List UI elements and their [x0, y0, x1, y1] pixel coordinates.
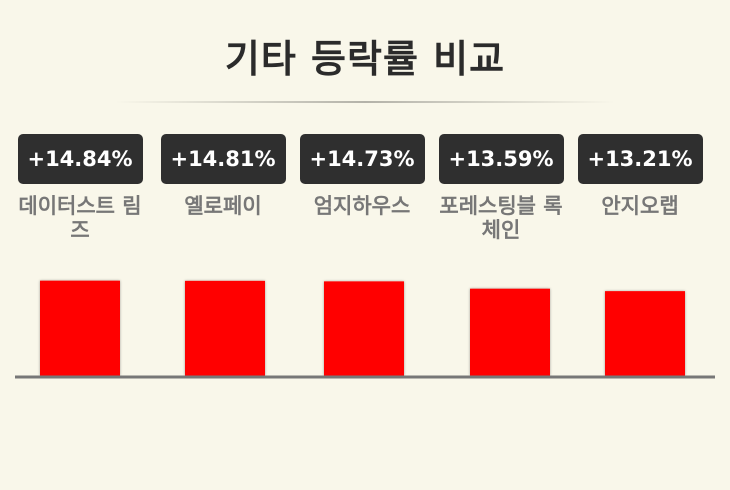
category-column: +14.81% 옐로페이	[158, 134, 288, 218]
category-column: +14.84% 데이터스트 림즈	[15, 134, 145, 242]
category-column: +13.21% 안지오랩	[575, 134, 705, 218]
bar-2	[324, 281, 404, 376]
value-badge: +13.21%	[577, 134, 703, 184]
category-label: 포레스팅블 록체인	[439, 194, 563, 242]
category-column: +14.73% 엄지하우스	[297, 134, 427, 218]
category-column: +13.59% 포레스팅블 록체인	[436, 134, 566, 242]
chart-title: 기타 등락률 비교	[224, 37, 506, 81]
bar-1	[185, 280, 265, 376]
value-badge: +13.59%	[438, 134, 564, 184]
bar-4	[605, 291, 685, 376]
category-label: 엄지하우스	[313, 194, 411, 218]
value-badge: +14.73%	[299, 134, 425, 184]
category-label: 옐로페이	[184, 194, 262, 218]
value-badge: +14.81%	[160, 134, 286, 184]
category-label: 데이터스트 림즈	[18, 194, 142, 242]
category-label: 안지오랩	[601, 194, 679, 218]
bar-3	[470, 288, 550, 376]
value-badge: +14.84%	[17, 134, 143, 184]
bar-0	[40, 280, 120, 376]
title-divider	[115, 101, 615, 103]
